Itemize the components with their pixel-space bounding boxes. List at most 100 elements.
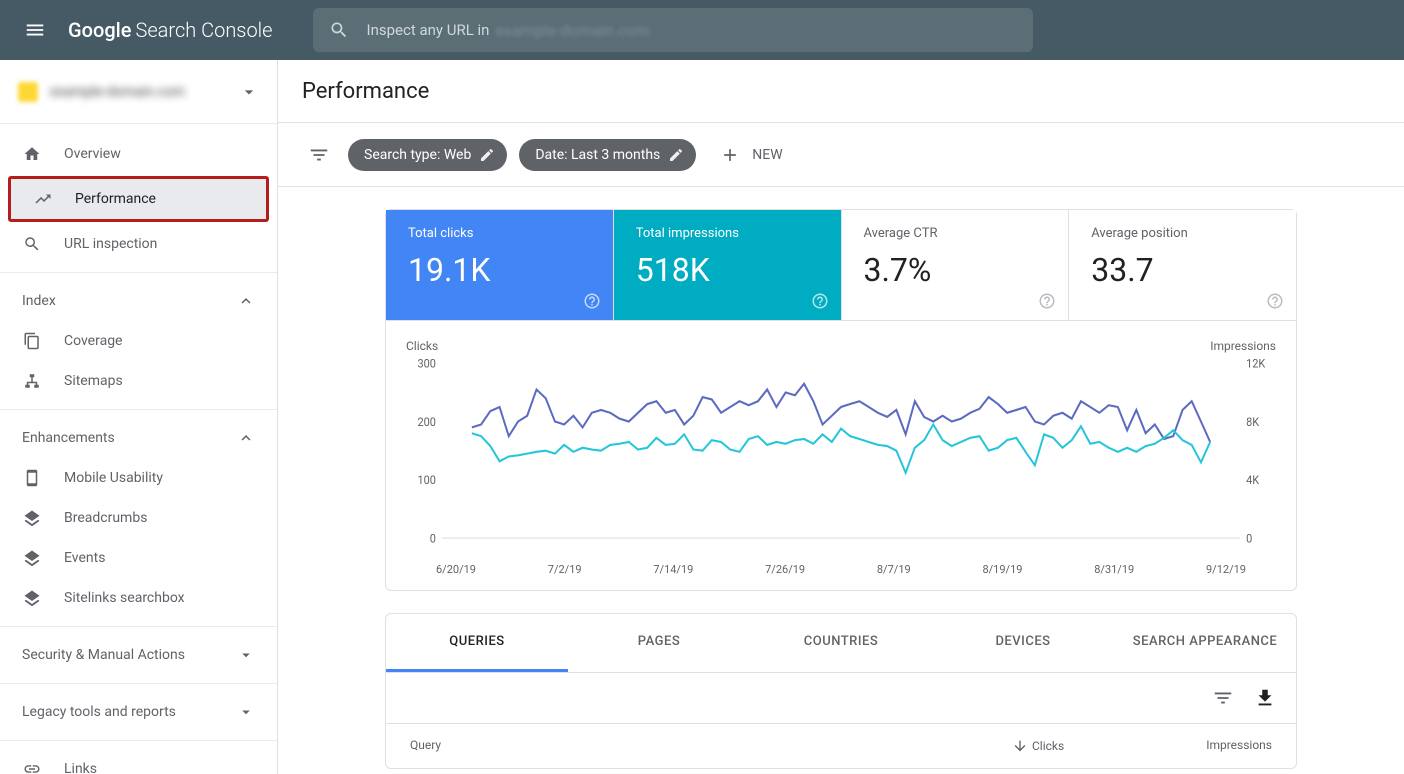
search-placeholder: Inspect any URL in <box>367 21 490 39</box>
x-axis-tick: 7/26/19 <box>765 563 805 576</box>
layers-icon <box>22 549 42 567</box>
sidebar-item-links[interactable]: Links <box>0 749 265 774</box>
metric-card-3[interactable]: Average position 33.7 <box>1069 210 1296 320</box>
table-col-query: Query <box>410 738 1012 754</box>
table-filter-icon[interactable] <box>1212 687 1234 709</box>
new-filter-label: NEW <box>752 147 782 163</box>
help-icon[interactable] <box>1266 292 1284 310</box>
table-col-clicks[interactable]: Clicks <box>1012 738 1152 754</box>
tab-countries[interactable]: COUNTRIES <box>750 614 932 672</box>
sidebar-item-performance[interactable]: Performance <box>11 179 266 219</box>
search-icon <box>22 235 42 253</box>
filter-chip-date[interactable]: Date: Last 3 months <box>519 139 696 171</box>
svg-text:0: 0 <box>1246 532 1252 545</box>
metric-value: 3.7% <box>864 251 1047 289</box>
sidebar-item-label: Links <box>64 761 97 774</box>
property-favicon <box>18 82 38 102</box>
svg-text:200: 200 <box>417 416 435 429</box>
sitemap-icon <box>22 372 42 390</box>
svg-text:4K: 4K <box>1246 474 1260 487</box>
sidebar-item-label: Coverage <box>64 333 122 349</box>
menu-icon <box>24 19 46 41</box>
x-axis-tick: 8/19/19 <box>982 563 1022 576</box>
add-filter-button[interactable]: NEW <box>708 145 794 165</box>
top-bar: Google Search Console Inspect any URL in… <box>0 0 1404 60</box>
chart-right-axis-label: Impressions <box>1210 339 1276 353</box>
sidebar-item-coverage[interactable]: Coverage <box>0 321 265 361</box>
svg-text:0: 0 <box>430 532 436 545</box>
page-title: Performance <box>302 79 429 104</box>
x-axis-tick: 7/14/19 <box>653 563 693 576</box>
chart-x-axis-labels: 6/20/197/2/197/14/197/26/198/7/198/19/19… <box>406 557 1276 576</box>
metric-label: Total clicks <box>408 226 591 241</box>
sidebar-item-label: Mobile Usability <box>64 470 163 486</box>
sidebar-item-overview[interactable]: Overview <box>0 134 265 174</box>
chip-label: Date: Last 3 months <box>535 147 660 163</box>
layers-icon <box>22 509 42 527</box>
property-name: example-domain.com <box>50 84 185 100</box>
performance-card: Total clicks 19.1K Total impressions 518… <box>385 209 1297 591</box>
filter-chip-search-type[interactable]: Search type: Web <box>348 139 507 171</box>
chevron-down-icon <box>237 646 255 664</box>
tab-devices[interactable]: DEVICES <box>932 614 1114 672</box>
section-label: Index <box>22 293 56 309</box>
table-header-row: Query Clicks Impressions <box>386 724 1296 768</box>
main-content: Performance Search type: Web Date: Last … <box>278 60 1404 774</box>
svg-text:8K: 8K <box>1246 416 1260 429</box>
table-col-impressions[interactable]: Impressions <box>1152 738 1272 754</box>
chip-label: Search type: Web <box>364 147 471 163</box>
sidebar-section-legacy[interactable]: Legacy tools and reports <box>0 692 277 732</box>
layers-icon <box>22 589 42 607</box>
metrics-row: Total clicks 19.1K Total impressions 518… <box>386 210 1296 321</box>
sidebar-section-enhancements[interactable]: Enhancements <box>0 418 277 458</box>
x-axis-tick: 7/2/19 <box>548 563 582 576</box>
help-icon[interactable] <box>811 292 829 310</box>
hamburger-menu-button[interactable] <box>16 11 54 49</box>
metric-card-2[interactable]: Average CTR 3.7% <box>842 210 1070 320</box>
product-logo: Google Search Console <box>68 18 273 42</box>
tab-queries[interactable]: QUERIES <box>386 614 568 672</box>
sidebar-item-mobile-usability[interactable]: Mobile Usability <box>0 458 265 498</box>
plus-icon <box>720 145 740 165</box>
metric-card-1[interactable]: Total impressions 518K <box>614 210 842 320</box>
filter-bar: Search type: Web Date: Last 3 months NEW <box>278 123 1404 187</box>
svg-text:12K: 12K <box>1246 357 1266 370</box>
chart-left-axis-label: Clicks <box>406 339 438 353</box>
sidebar-item-sitemaps[interactable]: Sitemaps <box>0 361 265 401</box>
tab-search-appearance[interactable]: SEARCH APPEARANCE <box>1114 614 1296 672</box>
sidebar-item-sitelinks-searchbox[interactable]: Sitelinks searchbox <box>0 578 265 618</box>
property-selector[interactable]: example-domain.com <box>0 60 277 124</box>
help-icon[interactable] <box>583 292 601 310</box>
sidebar-item-label: Breadcrumbs <box>64 510 147 526</box>
metric-card-0[interactable]: Total clicks 19.1K <box>386 210 614 320</box>
performance-line-chart: 300200100012K8K4K0 <box>406 357 1276 557</box>
filter-icon[interactable] <box>302 138 336 172</box>
dimensions-card: QUERIESPAGESCOUNTRIESDEVICESSEARCH APPEA… <box>385 613 1297 769</box>
sidebar-item-breadcrumbs[interactable]: Breadcrumbs <box>0 498 265 538</box>
tabs-row: QUERIESPAGESCOUNTRIESDEVICESSEARCH APPEA… <box>386 614 1296 673</box>
copy-icon <box>22 332 42 350</box>
trending-up-icon <box>33 190 53 208</box>
help-icon[interactable] <box>1038 292 1056 310</box>
metric-value: 19.1K <box>408 251 591 289</box>
tab-pages[interactable]: PAGES <box>568 614 750 672</box>
sidebar-item-label: Performance <box>75 191 156 207</box>
sidebar-item-events[interactable]: Events <box>0 538 265 578</box>
download-icon[interactable] <box>1254 687 1276 709</box>
url-inspect-search[interactable]: Inspect any URL in example-domain.com <box>313 8 1033 52</box>
sidebar-item-label: Events <box>64 550 105 566</box>
section-label: Enhancements <box>22 430 115 446</box>
sidebar: example-domain.com Overview Performance … <box>0 60 278 774</box>
logo-google-text: Google <box>68 18 131 42</box>
sidebar-section-index[interactable]: Index <box>0 281 277 321</box>
sidebar-item-url-inspection[interactable]: URL inspection <box>0 224 265 264</box>
metric-value: 518K <box>636 251 819 289</box>
metric-label: Average position <box>1091 226 1274 241</box>
logo-product-text: Search Console <box>135 18 272 42</box>
sidebar-item-label: URL inspection <box>64 236 157 252</box>
svg-text:300: 300 <box>417 357 435 370</box>
sidebar-section-security[interactable]: Security & Manual Actions <box>0 635 277 675</box>
section-label: Legacy tools and reports <box>22 704 176 720</box>
chevron-up-icon <box>237 292 255 310</box>
chevron-up-icon <box>237 429 255 447</box>
